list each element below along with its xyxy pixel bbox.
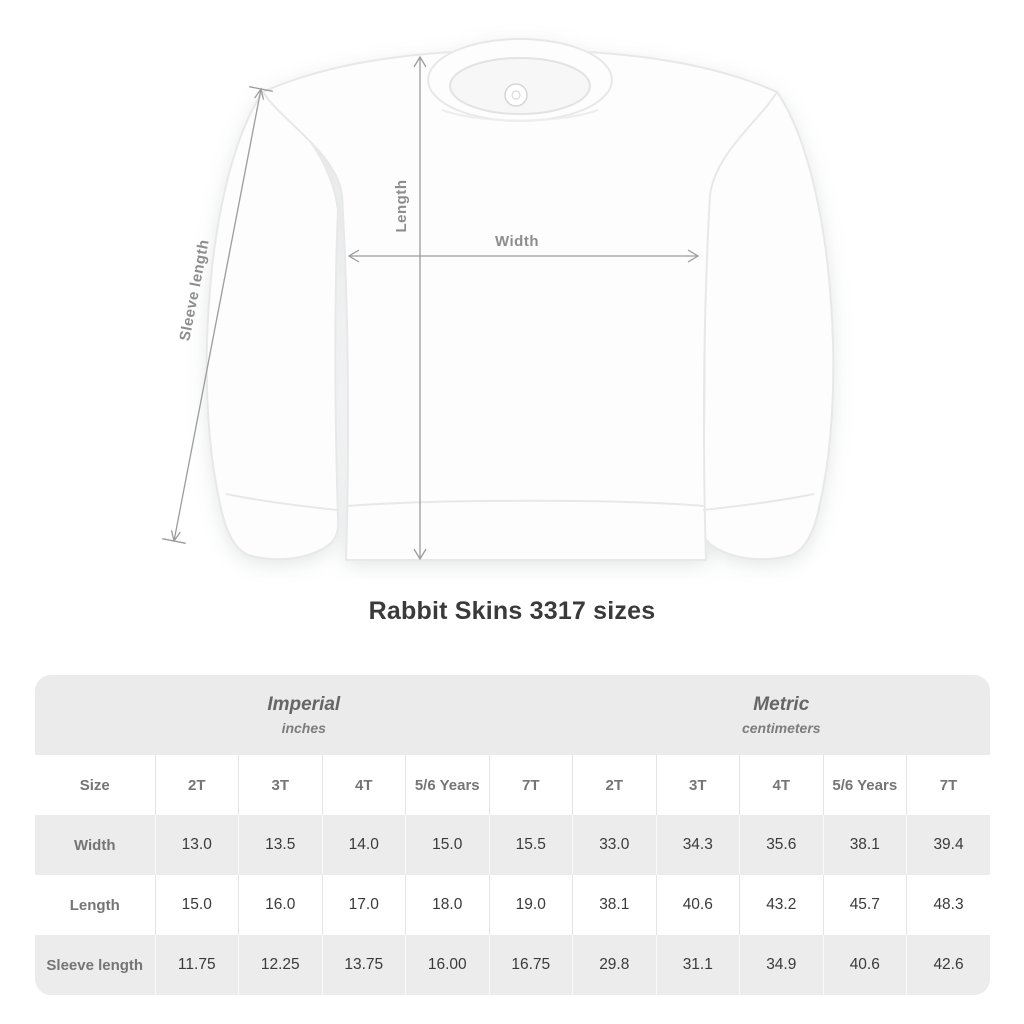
length-arrow-label: Length <box>393 180 410 233</box>
column-header-2t-metric: 2T <box>572 755 657 815</box>
table-cell: 12.25 <box>238 935 322 995</box>
table-cell: 34.9 <box>739 935 824 995</box>
page-title: Rabbit Skins 3317 sizes <box>368 597 656 625</box>
table-cell: 16.75 <box>488 935 573 995</box>
body <box>261 48 779 561</box>
column-header-3t-imperial: 3T <box>238 755 322 815</box>
table-cell: 40.6 <box>822 935 907 995</box>
imperial-header: Imperial inches <box>35 675 573 755</box>
table-cell: 38.1 <box>822 815 907 875</box>
width-arrow-label: Width <box>495 233 539 250</box>
table-cell: 31.1 <box>655 935 740 995</box>
sweatshirt-diagram: Length Width Sleeve length <box>162 38 835 561</box>
imperial-title: Imperial <box>267 694 341 715</box>
table-cell: 15.5 <box>488 815 573 875</box>
column-header-4t-metric: 4T <box>739 755 824 815</box>
column-header-56y-imperial: 5/6 Years <box>405 755 489 815</box>
hem-seam <box>346 499 706 507</box>
column-header-4t-imperial: 4T <box>321 755 406 815</box>
size-column-header: Size <box>35 755 155 815</box>
size-table: Imperial inches Metric centimeters Size … <box>35 675 990 995</box>
metric-subtitle: centimeters <box>741 720 821 736</box>
table-cell: 17.0 <box>321 875 406 935</box>
metric-header: Metric centimeters <box>572 675 990 755</box>
table-cell: 35.6 <box>739 815 824 875</box>
column-header-7t-imperial: 7T <box>488 755 573 815</box>
table-cell: 16.00 <box>405 935 489 995</box>
right-cuff-seam <box>702 493 815 511</box>
table-cell: 19.0 <box>488 875 573 935</box>
column-header-56y-metric: 5/6 Years <box>822 755 907 815</box>
table-cell: 45.7 <box>822 875 907 935</box>
table-cell: 15.0 <box>405 815 489 875</box>
table-row-length: Length 15.0 16.0 17.0 18.0 19.0 38.1 40.… <box>35 875 990 935</box>
table-cell: 18.0 <box>405 875 489 935</box>
row-label: Sleeve length <box>46 956 144 974</box>
collar-seam <box>441 109 599 122</box>
table-cell: 38.1 <box>572 875 657 935</box>
table-cell: 39.4 <box>906 815 990 875</box>
table-cell: 43.2 <box>739 875 824 935</box>
sweatshirt-illustration: Length Width Sleeve length <box>162 38 835 561</box>
column-header-7t-metric: 7T <box>906 755 990 815</box>
metric-title: Metric <box>753 694 810 715</box>
unit-header-row: Imperial inches Metric centimeters <box>35 675 990 755</box>
left-cuff-seam <box>225 493 338 511</box>
size-header-row: Size 2T 3T 4T 5/6 Years 7T 2T 3T 4T 5/6 … <box>35 755 990 815</box>
width-arrow <box>347 249 700 263</box>
table-cell: 29.8 <box>572 935 657 995</box>
table-cell: 42.6 <box>906 935 990 995</box>
left-sleeve <box>205 90 340 561</box>
imperial-subtitle: inches <box>281 720 326 736</box>
column-header-2t-imperial: 2T <box>154 755 239 815</box>
table-cell: 16.0 <box>238 875 322 935</box>
table-row-width: Width 13.0 13.5 14.0 15.0 15.5 33.0 34.3… <box>35 815 990 875</box>
table-cell: 11.75 <box>154 935 239 995</box>
size-table-container: Imperial inches Metric centimeters Size … <box>35 675 990 995</box>
sleeve-length-arrow <box>162 86 273 544</box>
table-cell: 48.3 <box>906 875 990 935</box>
table-cell: 13.5 <box>238 815 322 875</box>
length-arrow <box>413 55 427 561</box>
table-cell: 15.0 <box>154 875 239 935</box>
sweatshirt-shape <box>205 38 835 561</box>
table-cell: 40.6 <box>655 875 740 935</box>
brand-tag-icon <box>504 83 528 107</box>
table-cell: 33.0 <box>572 815 657 875</box>
row-label: Width <box>73 836 116 854</box>
table-cell: 34.3 <box>655 815 740 875</box>
table-cell: 13.75 <box>321 935 406 995</box>
row-label: Length <box>69 896 120 914</box>
table-row-sleeve-length: Sleeve length 11.75 12.25 13.75 16.00 16… <box>35 935 990 995</box>
table-cell: 14.0 <box>321 815 406 875</box>
column-header-3t-metric: 3T <box>655 755 740 815</box>
brand-tag-logo-icon <box>511 90 521 100</box>
table-cell: 13.0 <box>154 815 239 875</box>
